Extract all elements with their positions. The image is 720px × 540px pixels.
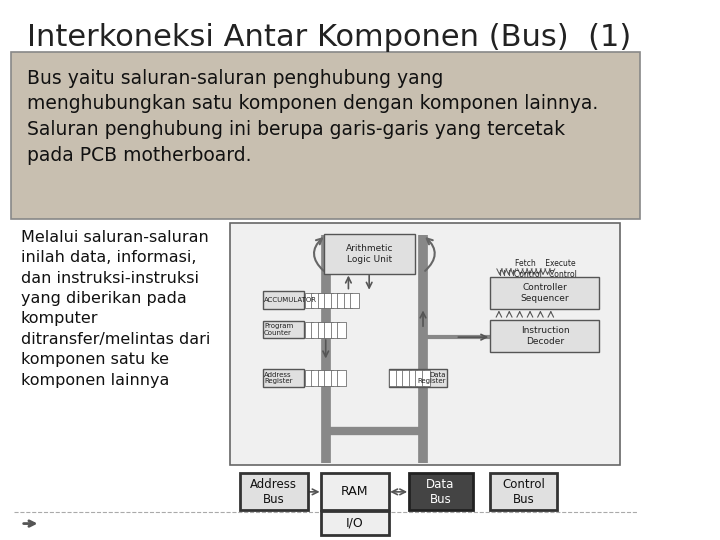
FancyBboxPatch shape bbox=[415, 370, 423, 386]
Text: ACCUMULATOR: ACCUMULATOR bbox=[264, 297, 317, 303]
Text: I/O: I/O bbox=[346, 517, 364, 530]
FancyBboxPatch shape bbox=[351, 293, 359, 308]
FancyBboxPatch shape bbox=[390, 369, 447, 387]
Text: Data
Register: Data Register bbox=[417, 372, 446, 384]
FancyBboxPatch shape bbox=[263, 292, 305, 309]
FancyBboxPatch shape bbox=[321, 473, 389, 510]
FancyBboxPatch shape bbox=[338, 322, 346, 338]
FancyBboxPatch shape bbox=[240, 473, 307, 510]
Text: Arithmetic
Logic Unit: Arithmetic Logic Unit bbox=[346, 244, 393, 264]
Text: Instruction
Decoder: Instruction Decoder bbox=[521, 326, 570, 346]
FancyBboxPatch shape bbox=[318, 293, 326, 308]
Text: Bus yaitu saluran-saluran penghubung yang
menghubungkan satu komponen dengan kom: Bus yaitu saluran-saluran penghubung yan… bbox=[27, 69, 598, 165]
FancyBboxPatch shape bbox=[263, 321, 305, 338]
Text: RAM: RAM bbox=[341, 485, 369, 498]
FancyBboxPatch shape bbox=[331, 322, 339, 338]
Text: Controller
Sequencer: Controller Sequencer bbox=[521, 284, 570, 303]
FancyBboxPatch shape bbox=[312, 293, 320, 308]
Text: Data
Bus: Data Bus bbox=[426, 478, 455, 506]
FancyBboxPatch shape bbox=[390, 370, 397, 386]
Text: Address
Bus: Address Bus bbox=[251, 478, 297, 506]
FancyBboxPatch shape bbox=[422, 370, 430, 386]
Text: Melalui saluran-saluran
inilah data, informasi,
dan instruksi-instruksi
yang dib: Melalui saluran-saluran inilah data, inf… bbox=[21, 230, 210, 388]
FancyBboxPatch shape bbox=[331, 293, 339, 308]
FancyBboxPatch shape bbox=[338, 370, 346, 386]
FancyBboxPatch shape bbox=[396, 370, 404, 386]
Text: Fetch    Execute
Control   Control: Fetch Execute Control Control bbox=[513, 259, 577, 279]
FancyBboxPatch shape bbox=[490, 473, 557, 510]
Text: Address
Register: Address Register bbox=[264, 372, 292, 384]
FancyBboxPatch shape bbox=[312, 322, 320, 338]
FancyBboxPatch shape bbox=[490, 277, 600, 309]
FancyBboxPatch shape bbox=[325, 234, 415, 274]
Text: Program
Counter: Program Counter bbox=[264, 323, 293, 336]
FancyBboxPatch shape bbox=[321, 511, 389, 535]
FancyBboxPatch shape bbox=[318, 370, 326, 386]
FancyBboxPatch shape bbox=[409, 473, 473, 510]
FancyBboxPatch shape bbox=[325, 322, 333, 338]
FancyBboxPatch shape bbox=[305, 370, 313, 386]
FancyBboxPatch shape bbox=[11, 52, 640, 219]
FancyBboxPatch shape bbox=[338, 293, 346, 308]
FancyBboxPatch shape bbox=[305, 322, 313, 338]
FancyBboxPatch shape bbox=[305, 293, 313, 308]
FancyBboxPatch shape bbox=[409, 370, 417, 386]
FancyBboxPatch shape bbox=[230, 222, 619, 465]
FancyBboxPatch shape bbox=[325, 370, 333, 386]
FancyBboxPatch shape bbox=[263, 369, 305, 387]
FancyBboxPatch shape bbox=[402, 370, 410, 386]
FancyBboxPatch shape bbox=[344, 293, 352, 308]
FancyBboxPatch shape bbox=[490, 320, 600, 352]
FancyBboxPatch shape bbox=[331, 370, 339, 386]
FancyBboxPatch shape bbox=[312, 370, 320, 386]
Text: Control
Bus: Control Bus bbox=[502, 478, 545, 506]
Text: Interkoneksi Antar Komponen (Bus)  (1): Interkoneksi Antar Komponen (Bus) (1) bbox=[27, 23, 631, 52]
FancyBboxPatch shape bbox=[318, 322, 326, 338]
FancyBboxPatch shape bbox=[325, 293, 333, 308]
